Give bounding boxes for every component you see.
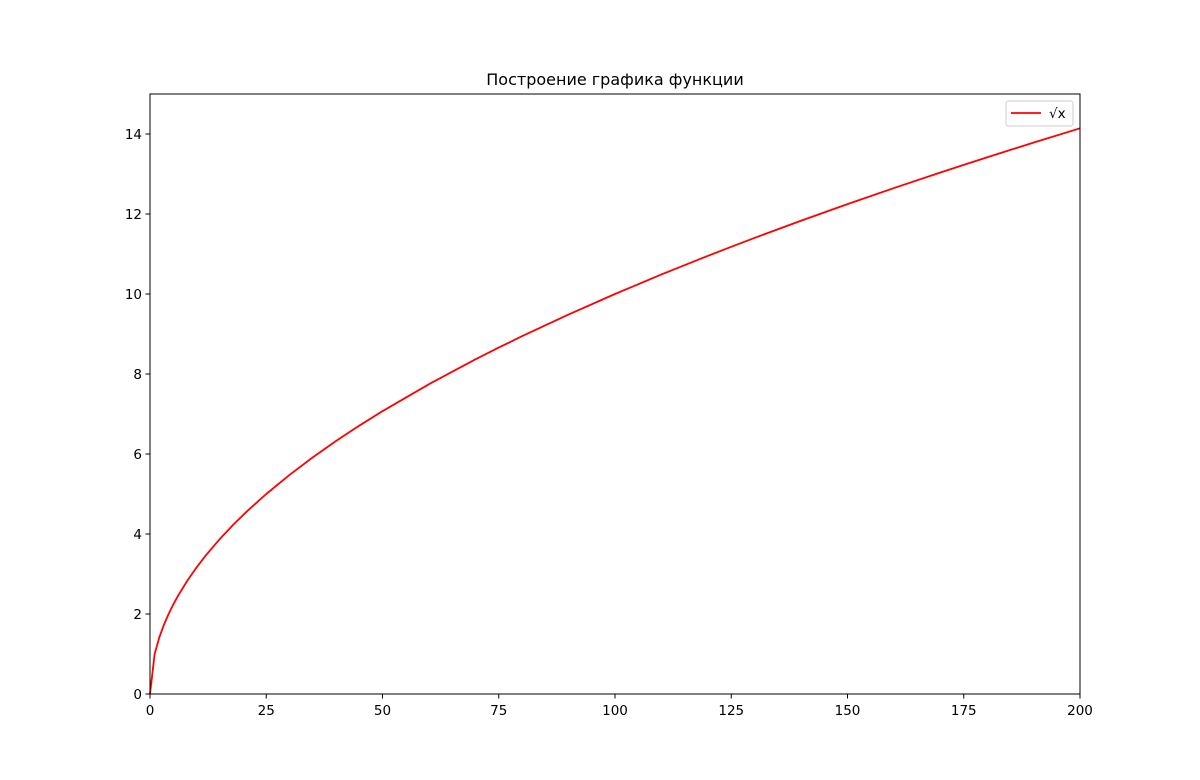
plot-background [150,94,1080,694]
x-tick-label: 75 [490,703,507,719]
x-tick-label: 125 [718,703,744,719]
legend: √x [1005,100,1074,127]
chart-title: Построение графика функции [486,70,743,89]
x-tick-label: 200 [1067,703,1093,719]
x-tick-label: 0 [146,703,155,719]
plot-area [149,93,1081,695]
x-tick-label: 175 [951,703,977,719]
legend-label-sqrt-x: √x [1049,106,1066,122]
x-tick-label: 50 [374,703,391,719]
x-axis: 0 25 50 75 100 125 150 175 200 [146,694,1093,719]
x-tick-label: 100 [602,703,628,719]
series-line-0 [149,127,1081,695]
y-tick-label: 12 [125,207,142,223]
y-tick-label: 8 [133,367,142,383]
y-tick-label: 2 [133,607,142,623]
y-tick-label: 0 [133,687,142,703]
y-tick-label: 4 [133,527,142,543]
y-tick-label: 6 [133,447,142,463]
y-tick-label: 10 [125,287,142,303]
x-tick-label: 25 [258,703,275,719]
y-tick-label: 14 [125,127,142,143]
y-axis: 0 2 4 6 8 10 12 14 [125,127,150,703]
series-layer [149,127,1081,695]
x-tick-label: 150 [835,703,861,719]
